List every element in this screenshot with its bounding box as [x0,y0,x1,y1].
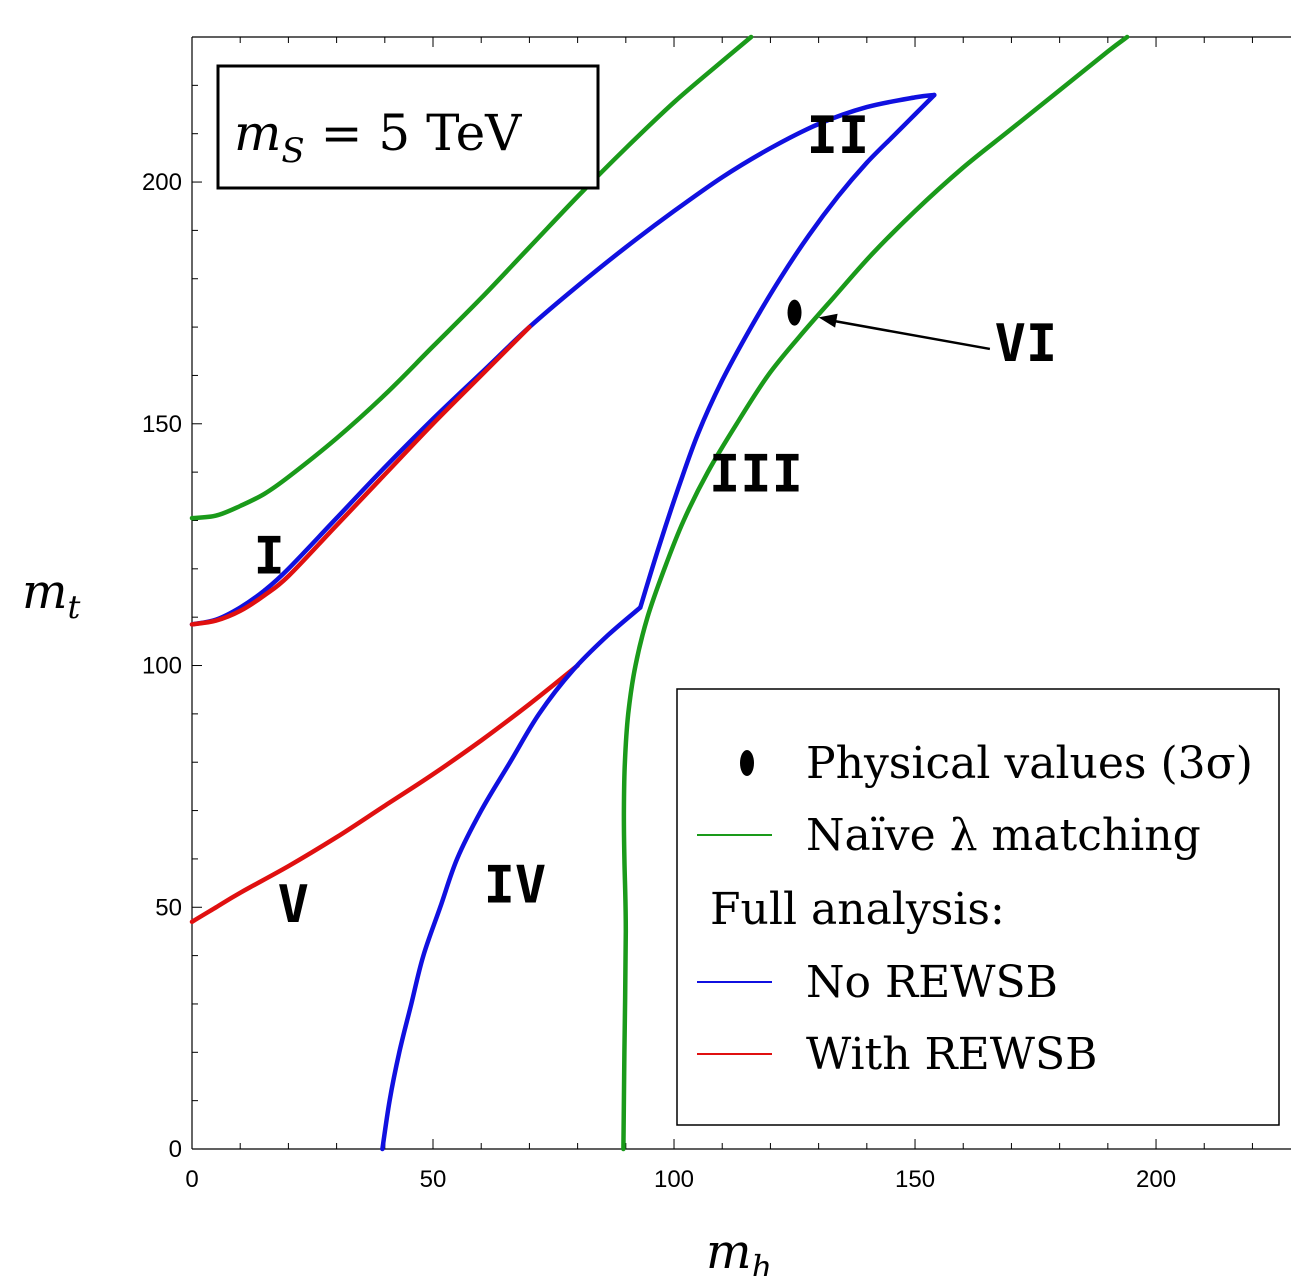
curve-naive-left [189,34,754,521]
x-axis-label-var: m [706,1224,752,1276]
y-axis-label-sub: t [68,588,81,626]
y-tick-label: 200 [142,169,182,196]
legend-box [676,688,1280,1126]
y-tick-label: 150 [142,411,182,438]
legend: Physical values (3σ) Naïve λ matching Fu… [676,688,1280,1126]
region-label-vi: VI [995,314,1058,374]
title-box-border [216,64,600,190]
annotation-arrowhead [818,313,838,328]
x-axis-label-sub: h [752,1248,773,1276]
curve-red-upper [189,324,532,627]
annotation-arrow-shaft [830,319,991,351]
title-rest: = 5 TeV [305,104,522,162]
y-tick-label: 0 [169,1136,182,1163]
physical-values-point [787,299,802,326]
title-var: m [234,104,281,162]
chart-curves [189,34,1130,1152]
legend-physical-label: Physical values (3σ) [806,738,1253,789]
x-tick-label: 100 [654,1166,694,1193]
curve-naive-right [621,34,1130,1152]
y-axis-label: mt [22,564,81,626]
legend-physical-marker [740,750,754,776]
chart-marks [787,299,802,326]
x-tick-label: 0 [185,1166,198,1193]
x-axis-label: mh [706,1224,772,1276]
x-tick-label: 150 [895,1166,935,1193]
x-tick-label: 50 [420,1166,447,1193]
region-label-v: V [278,875,309,935]
region-label-i: I [253,527,284,587]
region-label-iii: III [709,444,803,504]
curve-blue-upper-branch [638,92,937,610]
title-box: mS = 5 TeV [216,64,600,190]
title-sub: S [281,131,304,171]
curve-red-lower [189,663,580,925]
region-label-iv: IV [484,855,547,915]
y-axis-label-var: m [22,564,68,620]
y-tick-label: 100 [142,653,182,680]
x-tick-label: 200 [1136,1166,1176,1193]
plot-frame: 0 50 100 150 200 0 50 100 150 200 [142,36,1291,1193]
legend-naive-label: Naïve λ matching [806,810,1201,861]
curve-blue-lower [380,605,643,1152]
legend-full-analysis-label: Full analysis: [710,884,1005,935]
y-tick-label: 50 [155,894,182,921]
legend-with-rewsb-label: With REWSB [806,1029,1097,1080]
legend-no-rewsb-label: No REWSB [806,957,1058,1008]
chart-title: mS = 5 TeV [234,104,522,171]
region-label-ii: II [807,106,870,166]
